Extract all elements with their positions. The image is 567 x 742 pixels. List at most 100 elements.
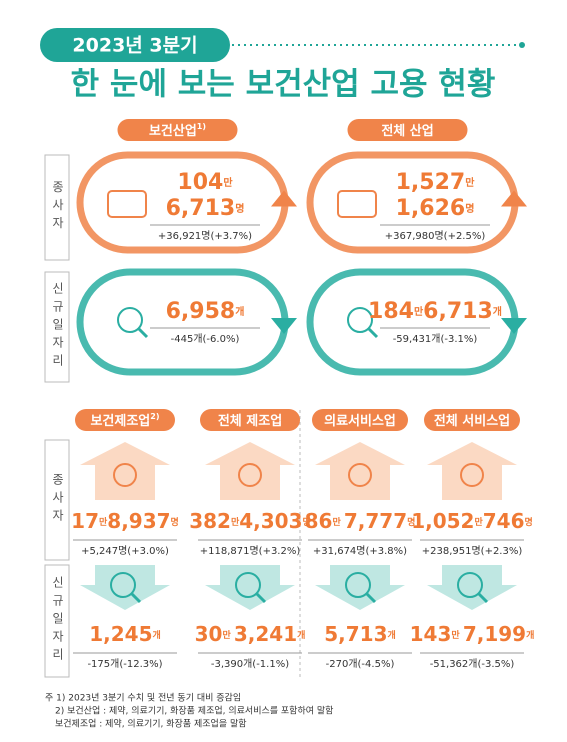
number: 382	[189, 509, 231, 533]
column-label-text: 보건산업	[149, 123, 197, 139]
change: +118,871명(+3.2%)	[200, 545, 301, 557]
column-pill	[75, 409, 175, 431]
icon	[365, 592, 377, 604]
column-label-text: 의료서비스업	[324, 413, 396, 429]
card-arrow	[501, 190, 527, 207]
column-label: 전체 제조업	[218, 413, 282, 429]
unit: 개	[297, 629, 305, 641]
number: 6,958	[166, 299, 236, 324]
column-label-text: 전체 제조업	[218, 413, 282, 429]
column-label-text: 전체 서비스업	[434, 413, 510, 429]
arrow-shape	[205, 442, 295, 500]
badge	[40, 28, 230, 62]
number: 86	[305, 509, 333, 533]
column-pill	[312, 409, 408, 431]
column-pill	[200, 409, 300, 431]
number: 6,713	[166, 196, 236, 221]
icon	[107, 190, 147, 218]
row-label: 종사자	[51, 181, 65, 235]
footnote-mark: 2)	[150, 412, 159, 421]
icon	[477, 592, 489, 604]
column-label: 보건제조업2)	[90, 412, 159, 429]
card-arrow	[271, 318, 297, 334]
change: +31,674명(+3.8%)	[313, 545, 407, 557]
number: 1,626	[396, 196, 466, 221]
unit: 만	[451, 629, 462, 641]
column-label: 전체 서비스업	[434, 413, 510, 429]
unit: 명	[235, 202, 244, 215]
value: 17만8,937명	[71, 509, 179, 533]
number: 8,937	[107, 509, 170, 533]
value: 382만4,303명	[189, 509, 311, 533]
change: +367,980명(+2.5%)	[385, 230, 486, 242]
footnote: 주 1) 2023년 3분기 수치 및 전년 동기 대비 증감임	[45, 692, 241, 704]
change: -445개(-6.0%)	[171, 333, 240, 345]
unit: 명	[525, 516, 533, 528]
unit: 만	[474, 516, 483, 528]
unit: 만	[465, 176, 475, 189]
value: 1,052만746명	[411, 509, 533, 533]
arrow-shape	[427, 565, 517, 610]
number: 1,527	[396, 170, 466, 195]
icon	[348, 463, 372, 487]
column-label: 전체 산업	[381, 123, 433, 139]
value: 6,713명	[166, 196, 245, 221]
number: 1,052	[411, 509, 474, 533]
number: 184	[368, 299, 414, 324]
change: +5,247명(+3.0%)	[81, 545, 169, 557]
row-label: 신규일자리	[51, 576, 65, 666]
number: 104	[177, 170, 223, 195]
unit: 개	[387, 629, 395, 641]
icon	[255, 592, 267, 604]
number: 4,303	[239, 509, 302, 533]
change: -175개(-12.3%)	[87, 658, 162, 670]
value: 5,713개	[324, 622, 396, 646]
row-label-box	[44, 439, 70, 561]
unit: 만	[231, 516, 240, 528]
value: 86만 7,777명	[305, 509, 416, 533]
unit: 개	[526, 629, 534, 641]
change: +238,951명(+2.3%)	[422, 545, 523, 557]
change: -59,431개(-3.1%)	[393, 333, 478, 345]
row-label: 종사자	[51, 473, 65, 527]
change: -3,390개(-1.1%)	[211, 658, 289, 670]
footnote: 보건제조업 : 제약, 의료기기, 화장품 제조업을 말함	[55, 718, 247, 730]
unit: 만	[332, 516, 343, 528]
icon	[367, 327, 379, 339]
icon	[235, 572, 261, 598]
icon	[130, 592, 142, 604]
number: 143	[410, 622, 452, 646]
arrow-shape	[80, 442, 170, 500]
change: -270개(-4.5%)	[326, 658, 395, 670]
value: 6,958개	[166, 299, 245, 324]
column-pill	[424, 409, 520, 431]
dot	[519, 42, 525, 48]
column-label-text: 보건제조업	[90, 413, 150, 429]
value: 30만 3,241개	[195, 622, 306, 646]
title: 한 눈에 보는 보건산업 고용 현황	[71, 67, 496, 103]
footnote: 2) 보건산업 : 제약, 의료기기, 화장품 제조업, 의료서비스를 포함하여…	[55, 705, 333, 717]
value: 143만 7,199개	[410, 622, 535, 646]
arrow-shape	[315, 565, 405, 610]
column-label: 의료서비스업	[324, 413, 396, 429]
arrow-shape	[205, 565, 295, 610]
unit: 만	[223, 176, 233, 189]
icon	[337, 190, 377, 218]
unit: 개	[152, 629, 160, 641]
column-pill	[347, 119, 468, 141]
unit: 만	[99, 516, 108, 528]
unit: 만	[414, 305, 424, 318]
number: 30	[195, 622, 223, 646]
value: 1,527만	[396, 170, 476, 195]
unit: 명	[465, 202, 474, 215]
footnote-mark: 1)	[197, 122, 206, 131]
icon	[457, 572, 483, 598]
change: -51,362개(-3.5%)	[430, 658, 515, 670]
column-pill	[117, 119, 238, 141]
number: 1,245	[89, 622, 152, 646]
column-label: 보건산업1)	[149, 122, 206, 139]
value: 104만	[177, 170, 233, 195]
icon	[117, 307, 143, 333]
icon	[113, 463, 137, 487]
row-label: 신규일자리	[51, 282, 65, 372]
